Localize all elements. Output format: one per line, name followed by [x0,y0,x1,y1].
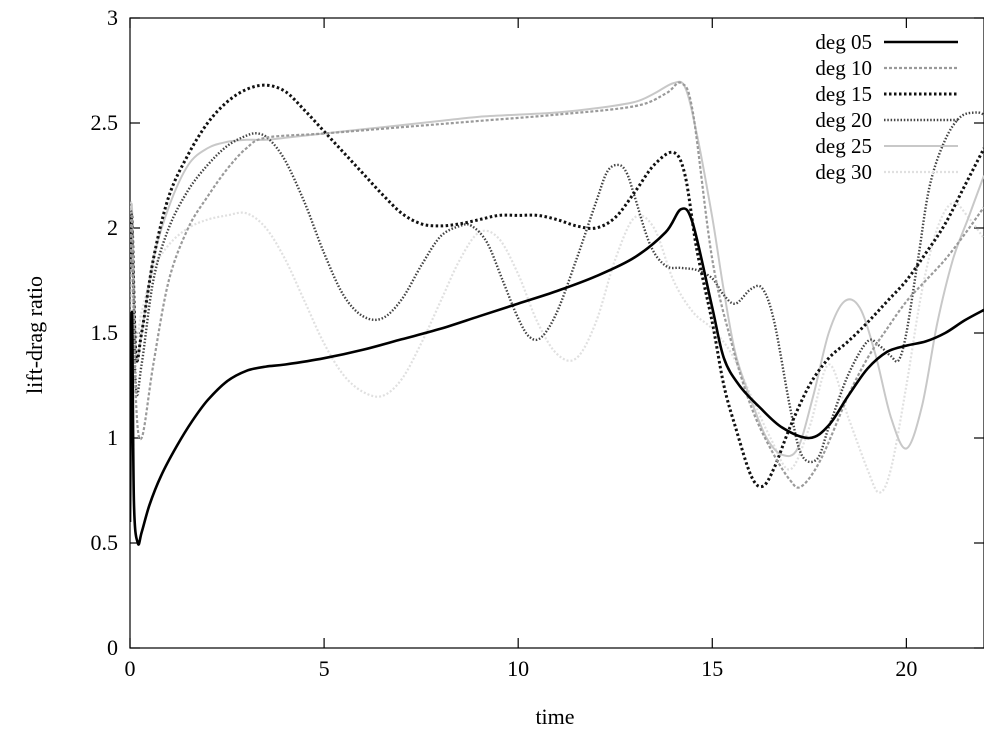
series-line-deg-15 [130,83,984,489]
y-tick-label: 2.5 [91,110,119,135]
y-tick-label: 0 [107,635,118,660]
legend-label: deg 05 [815,30,872,54]
axes: 0 5 10 15 20 0 0.5 1 1.5 2 2.5 3 [91,5,984,681]
series-line-deg-05 [130,207,984,546]
y-tick-label: 0.5 [91,530,119,555]
x-tick-label: 0 [125,656,136,681]
series-line-deg-30 [130,201,984,494]
x-tick-label: 20 [895,656,917,681]
x-tick-label: 10 [507,656,529,681]
legend-label: deg 25 [815,134,872,158]
legend-label: deg 20 [815,108,872,132]
legend-label: deg 10 [815,56,872,80]
series-layer [130,80,984,546]
y-tick-label: 1.5 [91,320,119,345]
legend-label: deg 30 [815,160,872,184]
x-axis-label: time [535,704,574,729]
series-line-deg-20 [130,111,984,464]
x-tick-label: 15 [701,656,723,681]
y-tick-label: 3 [107,5,118,30]
x-tick-label: 5 [319,656,330,681]
series-line-deg-25 [130,80,984,458]
series-line-deg-10 [130,81,984,489]
legend-label: deg 15 [815,82,872,106]
y-axis-label: lift-drag ratio [22,276,47,394]
y-tick-label: 2 [107,215,118,240]
y-tick-label: 1 [107,425,118,450]
